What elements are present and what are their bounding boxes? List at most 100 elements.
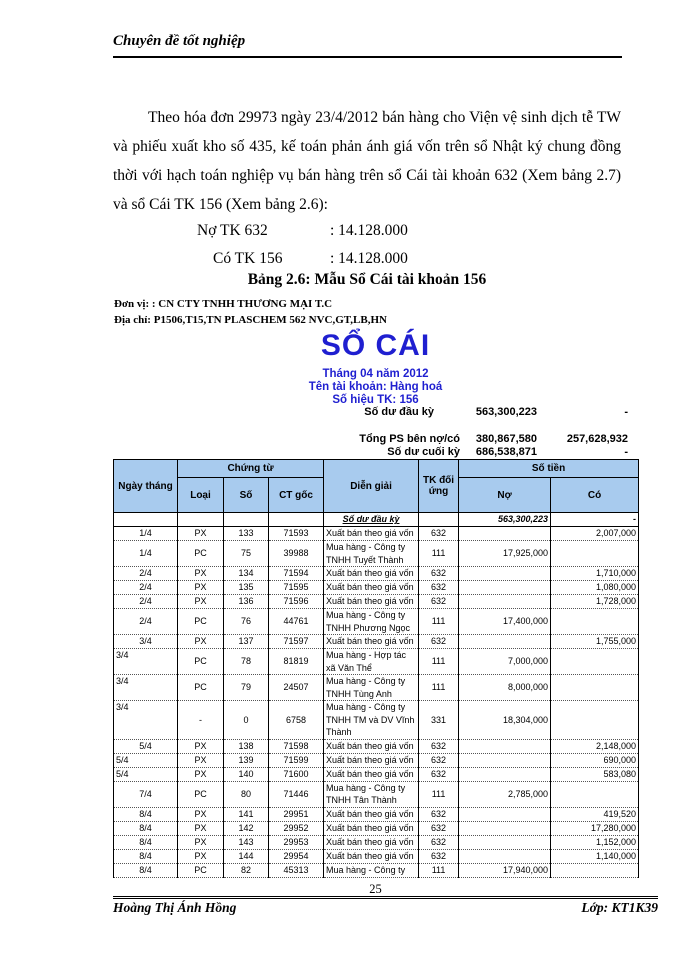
cell-source-doc: 71595 xyxy=(267,580,325,595)
cell-credit: 1,140,000 xyxy=(550,849,640,864)
cell-type: PX xyxy=(177,566,224,581)
table-row: 7/4 PC 80 71446 Mua hàng - Công ty TNHH Tân … xyxy=(113,781,640,808)
cell-date: 5/4 xyxy=(113,739,178,754)
cell-debit xyxy=(458,739,552,754)
cell-number: 78 xyxy=(223,648,269,675)
cell-source-doc: 24507 xyxy=(267,674,325,701)
cell-description: Xuất bán theo giá vốn xyxy=(323,580,420,595)
cell-date: 7/4 xyxy=(113,781,178,808)
footer-author: Hoàng Thị Ánh Hồng xyxy=(113,900,237,915)
cell-type: PX xyxy=(177,580,224,595)
cell-number: 142 xyxy=(223,821,269,836)
cell-debit: 17,940,000 xyxy=(458,863,552,878)
cell-debit xyxy=(458,566,552,581)
cell-description: Xuất bán theo giá vốn xyxy=(323,526,420,541)
cell-type: PC xyxy=(177,608,224,635)
cell-number: 135 xyxy=(223,580,269,595)
table-row: 8/4 PX 142 29952 Xuất bán theo giá vốn 632 17,… xyxy=(113,821,640,836)
cell-description: Xuất bán theo giá vốn xyxy=(323,739,420,754)
cell-source-doc: 71446 xyxy=(267,781,325,808)
cell-number: 80 xyxy=(223,781,269,808)
summary-label: Số dư đầu kỳ xyxy=(364,406,434,418)
cell-number: 79 xyxy=(223,674,269,701)
col-header-date: Ngày tháng xyxy=(113,459,178,513)
cell-number: 0 xyxy=(223,700,269,740)
cell-credit xyxy=(550,863,640,878)
table-row: 5/4 PX 139 71599 Xuất bán theo giá vốn 632 690… xyxy=(113,753,640,768)
table-row: 5/4 PX 140 71600 Xuất bán theo giá vốn 632 583… xyxy=(113,767,640,782)
summary-debit: 380,867,580 xyxy=(475,433,537,445)
summary-credit: - xyxy=(624,406,628,418)
ledger-subtitles: Tháng 04 năm 2012 Tên tài khoản: Hàng ho… xyxy=(113,368,638,407)
cell-credit xyxy=(550,700,640,740)
cell-offset-account: 632 xyxy=(418,767,460,782)
cell-debit: 563,300,223 xyxy=(458,512,552,527)
cell-type: PX xyxy=(177,526,224,541)
col-header-debit: Nợ xyxy=(458,477,552,513)
cell-date: 3/4 xyxy=(113,674,178,701)
cell-description: Số dư đầu kỳ xyxy=(323,512,420,527)
summary-totals: Tổng PS bên nợ/có 380,867,580 257,628,93… xyxy=(113,433,638,446)
cell-offset-account: 111 xyxy=(418,608,460,635)
ledger-table: Ngày tháng Chứng từ Diễn giải TK đối ứng… xyxy=(113,459,640,878)
summary-opening-balance: Số dư đầu kỳ 563,300,223 - xyxy=(113,406,638,419)
cell-number: 137 xyxy=(223,634,269,649)
cell-source-doc: 71596 xyxy=(267,594,325,609)
table-row: 3/4 PC 78 81819 Mua hàng - Hợp tác xã Văn Th… xyxy=(113,648,640,675)
cell-source-doc: 29951 xyxy=(267,807,325,822)
cell-type: PC xyxy=(177,540,224,567)
summary-label: Số dư cuối kỳ xyxy=(387,446,460,458)
ledger-account-code: Số hiệu TK: 156 xyxy=(332,394,419,406)
cell-number: 143 xyxy=(223,835,269,850)
cell-debit xyxy=(458,526,552,541)
cell-date: 3/4 xyxy=(113,700,178,740)
table-row: 8/4 PX 144 29954 Xuất bán theo giá vốn 632 1,1… xyxy=(113,849,640,864)
cell-description: Xuất bán theo giá vốn xyxy=(323,753,420,768)
cell-debit: 2,785,000 xyxy=(458,781,552,808)
cell-type: PX xyxy=(177,739,224,754)
cell-source-doc: 71593 xyxy=(267,526,325,541)
table-row: 3/4 PX 137 71597 Xuất bán theo giá vốn 632 1,7… xyxy=(113,634,640,649)
cell-date: 8/4 xyxy=(113,849,178,864)
address-line: Địa chỉ: P1506,T15,TN PLASCHEM 562 NVC,G… xyxy=(114,313,387,326)
cell-description: Xuất bán theo giá vốn xyxy=(323,634,420,649)
cell-source-doc: 81819 xyxy=(267,648,325,675)
cell-number: 141 xyxy=(223,807,269,822)
col-header-number: Số xyxy=(223,477,269,513)
cell-offset-account: 632 xyxy=(418,835,460,850)
col-header-type: Loại xyxy=(177,477,224,513)
cell-type: PC xyxy=(177,781,224,808)
summary-credit: - xyxy=(624,446,628,458)
cell-number: 139 xyxy=(223,753,269,768)
cell-debit xyxy=(458,821,552,836)
cell-date: 2/4 xyxy=(113,594,178,609)
cell-number: 76 xyxy=(223,608,269,635)
cell-credit: 1,755,000 xyxy=(550,634,640,649)
cell-type: PX xyxy=(177,594,224,609)
cell-number: 75 xyxy=(223,540,269,567)
cell-type: PX xyxy=(177,835,224,850)
entry-label: Nợ TK 632 xyxy=(197,222,268,239)
cell-debit: 17,400,000 xyxy=(458,608,552,635)
cell-offset-account: 632 xyxy=(418,594,460,609)
ledger-title: SỔ CÁI xyxy=(320,329,431,362)
cell-number: 133 xyxy=(223,526,269,541)
cell-date: 8/4 xyxy=(113,863,178,878)
cell-type xyxy=(177,512,224,527)
cell-offset-account: 111 xyxy=(418,781,460,808)
body-paragraph: Theo hóa đơn 29973 ngày 23/4/2012 bán hà… xyxy=(113,109,621,213)
cell-debit: 18,304,000 xyxy=(458,700,552,740)
cell-credit: - xyxy=(550,512,640,527)
cell-offset-account: 632 xyxy=(418,753,460,768)
cell-description: Xuất bán theo giá vốn xyxy=(323,594,420,609)
cell-description: Xuất bán theo giá vốn xyxy=(323,821,420,836)
table-row: 2/4 PC 76 44761 Mua hàng - Công ty TNHH Phươ… xyxy=(113,608,640,635)
cell-number: 134 xyxy=(223,566,269,581)
cell-credit xyxy=(550,781,640,808)
header-rule xyxy=(113,56,622,58)
cell-description: Mua hàng - Công ty TNHH TM và DV Vĩnh Th… xyxy=(323,700,420,740)
table-caption: Bảng 2.6: Mẫu Sổ Cái tài khoản 156 xyxy=(247,271,487,288)
cell-source-doc: 71597 xyxy=(267,634,325,649)
table-row: 2/4 PX 135 71595 Xuất bán theo giá vốn 632 1,0… xyxy=(113,580,640,595)
